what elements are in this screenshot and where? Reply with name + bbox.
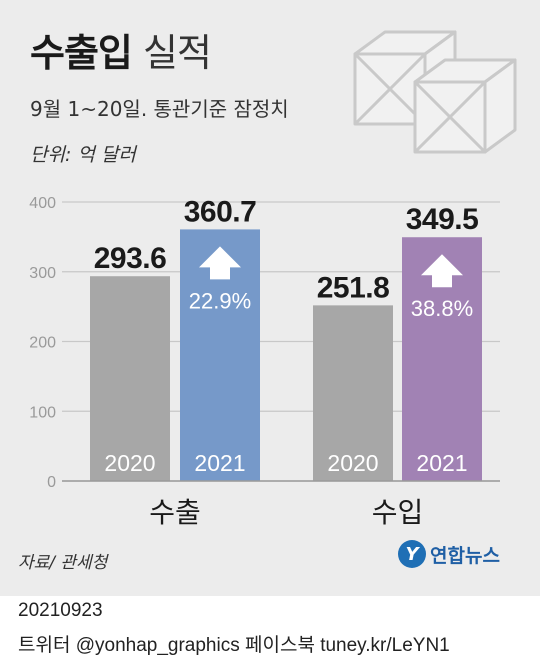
- bar-value-label: 349.5: [406, 203, 479, 236]
- yonhap-mark: Y: [398, 540, 426, 568]
- bar-value-label: 293.6: [94, 242, 167, 275]
- bar-year-label: 2021: [194, 450, 245, 476]
- title-bold: 수출입: [30, 31, 133, 75]
- y-tick-label: 0: [47, 474, 56, 491]
- infographic-card: 수출입 실적 9월 1~20일. 통관기준 잠정치 단위: 억 달러 0 100 2…: [0, 0, 540, 596]
- y-tick-label: 200: [29, 335, 56, 352]
- yonhap-name: 연합뉴스: [430, 544, 500, 567]
- category-label: 수출: [149, 496, 201, 529]
- social-credit: 트위터 @yonhap_graphics 페이스북 tuney.kr/LeYN1: [18, 635, 450, 656]
- up-arrow-icon: [421, 254, 463, 288]
- stacked-crates-icon: [353, 30, 517, 154]
- title-light: 실적: [142, 31, 212, 75]
- y-tick-label: 400: [29, 195, 56, 212]
- y-tick-label: 300: [29, 265, 56, 282]
- bar: [90, 276, 170, 481]
- bar-year-label: 2020: [104, 450, 155, 476]
- chart-title: 수출입 실적: [30, 22, 212, 77]
- bar-year-label: 2020: [327, 450, 378, 476]
- publish-date: 20210923: [18, 600, 103, 621]
- yonhap-logo: Y 연합뉴스: [398, 540, 500, 568]
- bar: [313, 305, 393, 481]
- y-tick-label: 100: [29, 404, 56, 421]
- growth-label: 22.9%: [189, 288, 251, 313]
- category-label: 수입: [372, 496, 424, 529]
- bar-value-label: 251.8: [317, 271, 390, 304]
- growth-label: 38.8%: [411, 296, 473, 321]
- bar-chart: 0 100 200 300 400 2020 293.6 2021 360.7 22.9% 수출 20…: [29, 195, 500, 529]
- source-note: 자료/ 관세청: [18, 553, 108, 573]
- up-arrow-icon: [199, 246, 241, 280]
- bar-year-label: 2021: [416, 450, 467, 476]
- unit-label: 단위: 억 달러: [30, 144, 136, 166]
- bar-value-label: 360.7: [184, 195, 257, 228]
- chart-subtitle: 9월 1~20일. 통관기준 잠정치: [30, 97, 289, 121]
